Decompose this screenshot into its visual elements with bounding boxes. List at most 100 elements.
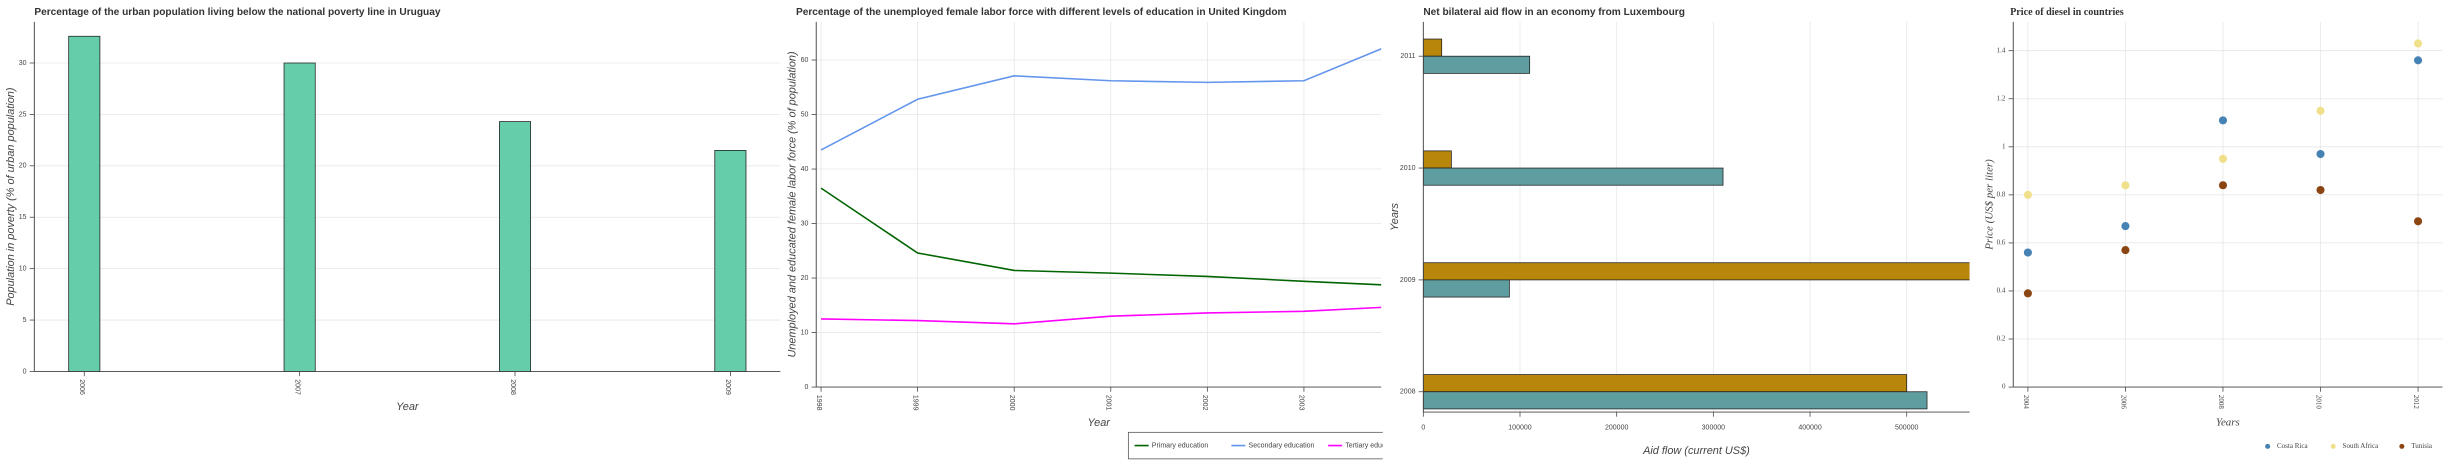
point bbox=[2316, 106, 2325, 115]
x-axis-label: Year bbox=[396, 401, 419, 413]
point bbox=[2218, 154, 2228, 163]
legend-label: South Africa bbox=[2343, 442, 2380, 450]
y-tick-label: 0.6 bbox=[1997, 239, 2006, 247]
y-tick-label: 30 bbox=[19, 60, 27, 67]
x-tick-label: 2007 bbox=[293, 379, 300, 395]
legend-label: Primary education bbox=[1152, 442, 1209, 449]
chart-panel: Percentage of the unemployed female labo… bbox=[787, 7, 1400, 460]
y-tick-label: 2010 bbox=[1400, 165, 1416, 172]
x-tick-label: 300000 bbox=[1702, 425, 1726, 432]
point bbox=[2316, 149, 2325, 159]
line-series bbox=[820, 48, 1382, 151]
chart-panel: Net bilateral aid flow in an economy fro… bbox=[1389, 7, 1970, 457]
y-tick-label: 60 bbox=[801, 57, 809, 64]
y-tick-label: 0 bbox=[23, 368, 27, 375]
bar bbox=[1423, 391, 1928, 410]
bar bbox=[1423, 55, 1531, 74]
bar bbox=[1423, 279, 1510, 298]
point bbox=[2218, 181, 2228, 190]
y-tick-label: 30 bbox=[801, 220, 809, 227]
legend-label: Costa Rica bbox=[2277, 442, 2308, 450]
legend-label: Secondary education bbox=[1249, 442, 1315, 449]
x-tick-label: 2006 bbox=[2119, 395, 2127, 410]
line-series bbox=[821, 306, 1382, 325]
bar bbox=[68, 35, 101, 372]
point bbox=[2121, 222, 2130, 231]
x-tick-label: 1999 bbox=[911, 395, 918, 411]
legend-swatch bbox=[2330, 443, 2336, 449]
point bbox=[2023, 248, 2032, 257]
x-tick-label: 400000 bbox=[1798, 425, 1822, 432]
point bbox=[2316, 185, 2325, 195]
y-axis-label: Price (US$ per liter) bbox=[1983, 159, 1995, 251]
x-tick-label: 2003 bbox=[1298, 395, 1305, 411]
legend-swatch bbox=[2265, 443, 2271, 449]
x-tick-label: 100000 bbox=[1508, 425, 1532, 432]
y-tick-label: 2011 bbox=[1400, 53, 1415, 60]
y-tick-label: 15 bbox=[19, 214, 27, 221]
point bbox=[2218, 116, 2228, 125]
x-axis-label: Year bbox=[1087, 417, 1110, 429]
y-tick-label: 1 bbox=[2002, 142, 2006, 150]
point bbox=[2023, 289, 2032, 298]
x-axis-label: Aid flow (current US$) bbox=[1642, 445, 1750, 457]
bar bbox=[714, 150, 747, 372]
point bbox=[2121, 181, 2130, 190]
legend-swatch bbox=[2399, 443, 2405, 449]
x-tick-label: 2008 bbox=[2217, 395, 2225, 410]
legend-items: Primary education Secondary education Tert… bbox=[1127, 431, 1400, 460]
legend-label: Tunisia bbox=[2411, 442, 2433, 450]
y-tick-label: 0 bbox=[805, 384, 809, 391]
y-tick-label: 2008 bbox=[1400, 389, 1416, 396]
y-tick-label: 20 bbox=[801, 275, 809, 282]
point bbox=[2121, 246, 2130, 255]
x-tick-label: 500000 bbox=[1895, 425, 1919, 432]
x-tick-label: 2000 bbox=[1008, 395, 1015, 411]
y-tick-label: 0.4 bbox=[1997, 287, 2006, 295]
y-axis-label: Population in poverty (% of urban popula… bbox=[5, 88, 17, 306]
y-tick-label: 20 bbox=[19, 163, 27, 170]
chart-panel: Price of diesel in countries Years Price (… bbox=[1983, 7, 2443, 450]
x-tick-label: 2002 bbox=[1201, 395, 1208, 411]
point bbox=[2413, 39, 2423, 48]
y-axis-label: Years bbox=[1389, 202, 1401, 230]
chart-title: Net bilateral aid flow in an economy fro… bbox=[1423, 7, 1685, 18]
y-tick-label: 0.8 bbox=[1997, 190, 2006, 198]
bar bbox=[1423, 262, 1970, 281]
bar bbox=[1423, 38, 1443, 57]
x-tick-label: 2012 bbox=[2412, 395, 2420, 410]
y-tick-label: 5 bbox=[23, 317, 27, 324]
x-tick-label: 2008 bbox=[509, 379, 516, 395]
legend-label: Tertiary education bbox=[1345, 442, 1400, 449]
y-tick-label: 0.2 bbox=[1997, 335, 2006, 343]
y-tick-label: 1.4 bbox=[1997, 46, 2006, 54]
point bbox=[2413, 56, 2423, 65]
y-tick-label: 40 bbox=[801, 166, 809, 173]
y-axis-label: Unemployed and educated female labor for… bbox=[787, 51, 799, 357]
plot-area bbox=[820, 48, 1382, 325]
legend: Primary education Secondary education Tert… bbox=[1127, 431, 1400, 460]
x-tick-label: 0 bbox=[1421, 425, 1425, 432]
x-tick-label: 2009 bbox=[724, 379, 731, 395]
y-tick-label: 2009 bbox=[1400, 277, 1416, 284]
plot-area bbox=[1423, 38, 1970, 410]
bar bbox=[1423, 167, 1724, 186]
chart-panel: Percentage of the urban population livin… bbox=[5, 7, 781, 413]
x-axis-label: Years bbox=[2216, 416, 2240, 428]
x-tick-label: 2010 bbox=[2315, 395, 2323, 410]
chart-title: Percentage of the unemployed female labo… bbox=[796, 7, 1287, 18]
bar bbox=[1423, 150, 1452, 169]
y-tick-label: 10 bbox=[19, 265, 27, 272]
line-series bbox=[820, 187, 1382, 286]
chart-title: Percentage of the urban population livin… bbox=[34, 7, 441, 18]
y-tick-label: 1.2 bbox=[1997, 94, 2006, 102]
point bbox=[2413, 217, 2423, 226]
x-tick-label: 2001 bbox=[1105, 395, 1112, 411]
y-tick-label: 50 bbox=[801, 111, 809, 118]
bar bbox=[1423, 374, 1908, 393]
y-tick-label: 25 bbox=[19, 111, 27, 118]
x-tick-label: 2006 bbox=[78, 379, 85, 395]
bar bbox=[283, 62, 316, 372]
point bbox=[2023, 190, 2032, 199]
